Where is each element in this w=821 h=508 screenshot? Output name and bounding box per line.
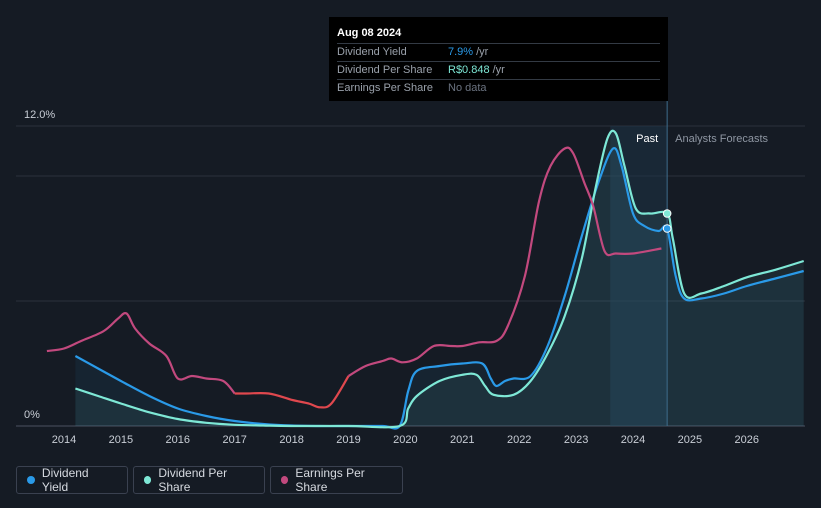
dividend-yield-marker <box>662 224 672 233</box>
earnings-per-share-line <box>46 312 236 395</box>
earnings-per-share-line-negative-growth <box>234 375 350 409</box>
x-tick-label: 2020 <box>393 434 417 446</box>
legend-dot-icon <box>281 476 289 484</box>
x-tick-label: 2023 <box>564 434 588 446</box>
area-fills <box>75 130 804 429</box>
forecast-label: Analysts Forecasts <box>675 133 768 145</box>
legend-label: Dividend Yield <box>41 466 89 494</box>
y-tick-label: 12.0% <box>24 109 55 121</box>
tooltip-date: Aug 08 2024 <box>337 27 402 39</box>
legend-dot-icon <box>27 476 35 484</box>
tooltip-value: No data <box>448 82 487 94</box>
dividend-per-share-line <box>75 129 805 429</box>
legend-item-earnings-per-share[interactable]: Earnings Per Share <box>270 466 403 494</box>
y-axis-labels: 0% 12.0% <box>24 109 55 421</box>
past-highlight-band <box>610 126 668 426</box>
hover-markers <box>662 209 672 233</box>
tooltip-label: Dividend Per Share <box>337 64 433 76</box>
series-lines <box>46 129 805 430</box>
tooltip-label: Earnings Per Share <box>337 82 433 94</box>
dividend-yield-line <box>74 146 804 430</box>
tooltip: Aug 08 2024 Dividend Yield 7.9% /yr Divi… <box>329 17 668 101</box>
tooltip-value: R$0.848 <box>448 64 490 76</box>
dividend-per-share-marker <box>662 209 672 218</box>
tooltip-unit: /yr <box>492 64 505 76</box>
tooltip-row-earnings-per-share: Earnings Per Share No data <box>337 79 660 97</box>
x-tick-label: 2024 <box>621 434 645 446</box>
tooltip-row-dividend-per-share: Dividend Per Share R$0.848 /yr <box>337 61 660 79</box>
x-tick-label: 2025 <box>678 434 702 446</box>
tooltip-unit: /yr <box>476 46 489 58</box>
x-tick-label: 2015 <box>109 434 133 446</box>
earnings-per-share-line <box>347 146 662 377</box>
tooltip-value: 7.9% <box>448 46 474 58</box>
x-axis-labels: 2014 2015 2016 2017 2018 2019 2020 2021 2022 2023… <box>52 434 759 446</box>
past-label: Past <box>636 133 658 145</box>
legend-label: Dividend Per Share <box>158 466 228 494</box>
x-tick-label: 2014 <box>52 434 76 446</box>
x-tick-label: 2021 <box>450 434 474 446</box>
x-tick-label: 2022 <box>507 434 531 446</box>
legend-item-dividend-yield[interactable]: Dividend Yield <box>16 466 128 494</box>
grid-lines <box>16 125 805 427</box>
x-tick-label: 2017 <box>222 434 246 446</box>
x-tick-label: 2016 <box>166 434 190 446</box>
legend-label: Earnings Per Share <box>295 466 365 494</box>
x-tick-label: 2019 <box>336 434 360 446</box>
legend-dot-icon <box>144 476 152 484</box>
legend-item-dividend-per-share[interactable]: Dividend Per Share <box>133 466 265 494</box>
tooltip-row-dividend-yield: Dividend Yield 7.9% /yr <box>337 43 660 61</box>
x-tick-label: 2026 <box>735 434 759 446</box>
dividend-per-share-area <box>75 130 804 428</box>
tooltip-label: Dividend Yield <box>337 46 407 58</box>
y-tick-label: 0% <box>24 409 40 421</box>
dividend-yield-area <box>75 148 804 429</box>
x-tick-label: 2018 <box>279 434 303 446</box>
